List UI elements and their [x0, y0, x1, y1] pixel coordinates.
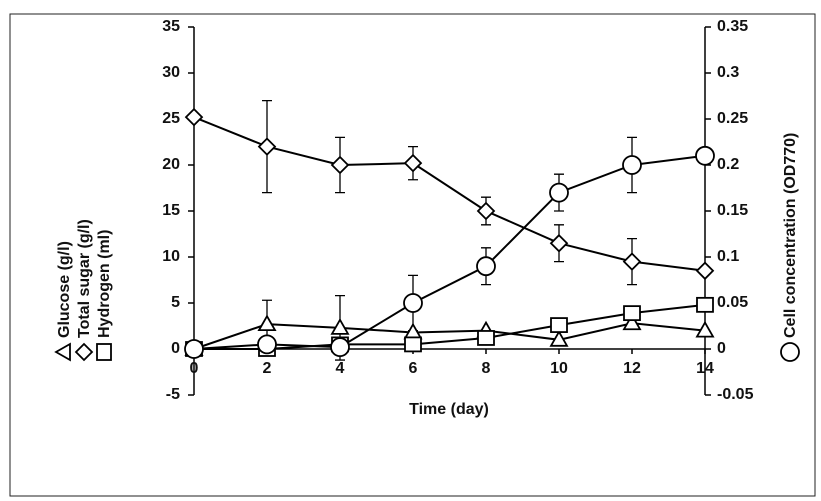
x-tick-label: 14	[696, 360, 714, 377]
frame	[9, 13, 816, 497]
y2-tick-label: 0.35	[717, 18, 748, 35]
y-tick-label: 35	[162, 18, 180, 35]
point	[623, 305, 641, 322]
point	[184, 339, 204, 359]
y2-tick-label: 0.3	[717, 64, 739, 81]
point	[403, 293, 423, 313]
y-axis-label-text: Hydrogen (ml)	[96, 230, 113, 338]
y-tick-label: 10	[162, 248, 180, 265]
point	[403, 153, 423, 173]
y-tick-label: 15	[162, 202, 180, 219]
y-axis-label: Hydrogen (ml)	[96, 230, 113, 361]
point	[257, 314, 277, 332]
y-axis-label: Glucose (g/l)	[54, 241, 73, 362]
y-tick-label: 30	[162, 64, 180, 81]
y2-axis-label: Cell concentration (OD770)	[780, 133, 800, 362]
y2-tick-label: -0.05	[717, 386, 754, 403]
legend-marker	[780, 342, 800, 362]
point	[404, 336, 422, 353]
point	[622, 252, 642, 271]
point	[695, 261, 715, 281]
x-axis-label: Time (day)	[409, 401, 489, 418]
x-tick-label: 0	[190, 360, 199, 377]
legend-marker	[74, 342, 94, 362]
series-line	[193, 154, 706, 350]
point	[477, 330, 495, 346]
y-tick-label: 25	[162, 110, 180, 127]
point	[622, 313, 642, 331]
y-axis-label-text: Total sugar (g/l)	[76, 219, 93, 338]
point	[549, 182, 569, 203]
point	[257, 334, 277, 355]
point	[330, 318, 350, 335]
point	[476, 256, 496, 277]
x-tick-label: 4	[336, 360, 345, 377]
point	[550, 317, 568, 333]
point	[476, 201, 496, 221]
y-axis-label: Total sugar (g/l)	[74, 219, 94, 362]
point	[257, 137, 277, 156]
y2-tick-label: 0.05	[717, 294, 748, 311]
legend-marker	[96, 343, 112, 361]
point	[330, 155, 350, 175]
y2-tick-label: 0.25	[717, 110, 748, 127]
series-line	[193, 322, 706, 350]
point	[549, 329, 569, 347]
point	[549, 233, 569, 253]
x-tick-label: 10	[550, 360, 568, 377]
y-tick-label: -5	[166, 386, 180, 403]
point	[695, 320, 715, 338]
x-tick-label: 12	[623, 360, 641, 377]
y2-tick-label: 0	[717, 340, 726, 357]
point	[696, 296, 714, 313]
y2-tick-label: 0.15	[717, 202, 748, 219]
y2-axis-label-text: Cell concentration (OD770)	[782, 133, 799, 338]
point	[184, 107, 204, 127]
x-tick-label: 6	[409, 360, 418, 377]
y2-tick-label: 0.1	[717, 248, 739, 265]
legend-marker	[54, 342, 71, 362]
y-axis-label-text: Glucose (g/l)	[56, 241, 73, 338]
y-tick-label: 5	[171, 294, 180, 311]
y2-tick-label: 0.2	[717, 156, 739, 173]
y-tick-label: 20	[162, 156, 180, 173]
series-line	[194, 303, 706, 350]
x-tick-label: 2	[263, 360, 272, 377]
x-tick-label: 8	[482, 360, 491, 377]
y-tick-label: 0	[171, 340, 180, 357]
series-line	[193, 116, 706, 272]
point	[622, 155, 642, 175]
point	[695, 145, 715, 166]
point	[330, 337, 350, 358]
